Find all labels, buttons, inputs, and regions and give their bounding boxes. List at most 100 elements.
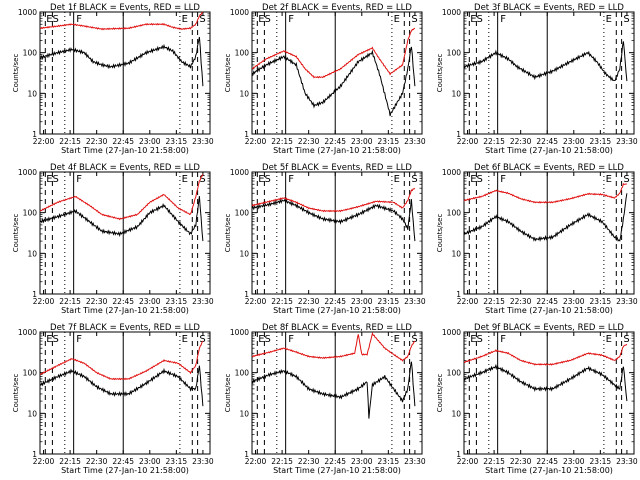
plot-frame: [251, 171, 423, 295]
y-axis-label: Counts/sec: [12, 54, 20, 93]
events-series-line: [251, 361, 416, 419]
x-tick-label: 22:15: [483, 137, 505, 146]
events-series-line: [463, 363, 628, 402]
y-tick-label: 1000: [230, 328, 249, 337]
events-series-line: [251, 198, 416, 242]
y-tick-label: 100: [447, 49, 462, 58]
event-marker-label: F: [76, 174, 82, 185]
x-tick-label: 22:00: [33, 457, 55, 466]
x-tick-label: 22:30: [86, 457, 108, 466]
y-axis-label: Counts/sec: [436, 54, 444, 93]
lld-series-line: [39, 11, 204, 31]
event-marker-label: S: [623, 174, 629, 185]
x-tick-label: 23:15: [166, 457, 188, 466]
x-tick-label: 23:00: [563, 297, 585, 306]
y-tick-label: 100: [23, 369, 38, 378]
lld-series-line: [463, 343, 628, 366]
x-tick-label: 22:30: [298, 137, 320, 146]
x-axis-label: Start Time (27-Jan-10 21:58:00): [485, 306, 613, 315]
x-axis-label: Start Time (27-Jan-10 21:58:00): [485, 466, 613, 475]
y-tick-label: 1000: [18, 168, 37, 177]
events-series-line: [39, 365, 204, 407]
x-tick-label: 22:15: [59, 137, 81, 146]
x-tick-label: 23:15: [378, 297, 400, 306]
x-axis-label: Start Time (27-Jan-10 21:58:00): [273, 306, 401, 315]
x-tick-label: 22:00: [457, 137, 479, 146]
y-tick-label: 10: [239, 249, 249, 258]
chart-title: Det 5f BLACK = Events, RED = LLD: [262, 163, 412, 173]
event-marker-label: S: [623, 14, 629, 25]
x-tick-label: 22:15: [59, 457, 81, 466]
x-tick-label: 22:30: [510, 297, 532, 306]
y-tick-label: 10: [451, 409, 461, 418]
lld-series-line: [463, 182, 628, 204]
x-tick-label: 22:00: [457, 457, 479, 466]
x-axis-label: Start Time (27-Jan-10 21:58:00): [273, 146, 401, 155]
chart-title: Det 9f BLACK = Events, RED = LLD: [474, 323, 624, 333]
chart-title: Det 1f BLACK = Events, RED = LLD: [50, 3, 200, 13]
x-tick-label: 23:15: [378, 457, 400, 466]
plot-frame: [39, 11, 211, 135]
event-marker-label: ES: [46, 14, 59, 25]
y-tick-label: 100: [235, 369, 250, 378]
y-tick-label: 1000: [230, 168, 249, 177]
x-axis-label: Start Time (27-Jan-10 21:58:00): [61, 146, 189, 155]
x-tick-label: 23:30: [404, 137, 426, 146]
x-tick-label: 23:00: [139, 297, 161, 306]
x-tick-label: 22:15: [271, 457, 293, 466]
y-tick-label: 1000: [442, 168, 461, 177]
x-tick-label: 23:30: [404, 297, 426, 306]
event-marker-label: F: [500, 174, 506, 185]
x-axis-label: Start Time (27-Jan-10 21:58:00): [61, 306, 189, 315]
x-tick-label: 23:30: [192, 297, 214, 306]
event-marker-label: F: [288, 174, 294, 185]
event-marker-label: F: [500, 334, 506, 345]
x-tick-label: 22:30: [298, 457, 320, 466]
chart-panel: Det 4f BLACK = Events, RED = LLD 1 10 100 10…: [12, 163, 214, 315]
y-tick-label: 100: [23, 49, 38, 58]
x-tick-label: 23:00: [563, 457, 585, 466]
y-tick-label: 1: [456, 450, 461, 459]
x-tick-label: 22:30: [510, 457, 532, 466]
x-tick-label: 22:00: [245, 297, 267, 306]
x-tick-label: 22:00: [245, 457, 267, 466]
x-tick-label: 23:15: [590, 457, 612, 466]
lld-series-line: [39, 340, 204, 381]
events-series-line: [39, 196, 204, 242]
y-tick-label: 1: [244, 290, 249, 299]
x-tick-label: 22:00: [245, 137, 267, 146]
x-tick-label: 22:45: [324, 297, 346, 306]
chart-title: Det 4f BLACK = Events, RED = LLD: [50, 163, 200, 173]
x-tick-label: 23:30: [616, 137, 638, 146]
y-axis-label: Counts/sec: [224, 214, 232, 253]
event-marker-label: ES: [46, 174, 59, 185]
events-series-line: [463, 41, 628, 82]
y-axis-label: Counts/sec: [436, 214, 444, 253]
event-marker-label: E: [182, 174, 188, 185]
x-tick-label: 22:00: [457, 297, 479, 306]
x-tick-label: 22:30: [510, 137, 532, 146]
lld-series-line: [251, 27, 416, 79]
event-marker-label: F: [288, 334, 294, 345]
y-tick-label: 10: [27, 409, 37, 418]
x-tick-label: 23:00: [139, 137, 161, 146]
y-tick-label: 10: [451, 89, 461, 98]
event-marker-label: E: [394, 174, 400, 185]
x-tick-label: 23:00: [563, 137, 585, 146]
y-axis-label: Counts/sec: [436, 374, 444, 413]
chart-panel: Det 2f BLACK = Events, RED = LLD 1 10 100 10…: [224, 3, 426, 155]
x-tick-label: 23:15: [166, 137, 188, 146]
x-tick-label: 23:00: [351, 297, 373, 306]
x-tick-label: 22:30: [86, 137, 108, 146]
x-tick-label: 22:45: [536, 297, 558, 306]
y-tick-label: 1: [32, 290, 37, 299]
y-tick-label: 1000: [230, 8, 249, 17]
event-marker-label: E: [182, 334, 188, 345]
x-tick-label: 23:15: [166, 297, 188, 306]
y-tick-label: 1: [456, 290, 461, 299]
event-marker-label: S: [411, 334, 417, 345]
y-tick-label: 1: [456, 130, 461, 139]
chart-panel: Det 8f BLACK = Events, RED = LLD 1 10 100 10…: [224, 323, 426, 475]
x-tick-label: 23:30: [616, 457, 638, 466]
